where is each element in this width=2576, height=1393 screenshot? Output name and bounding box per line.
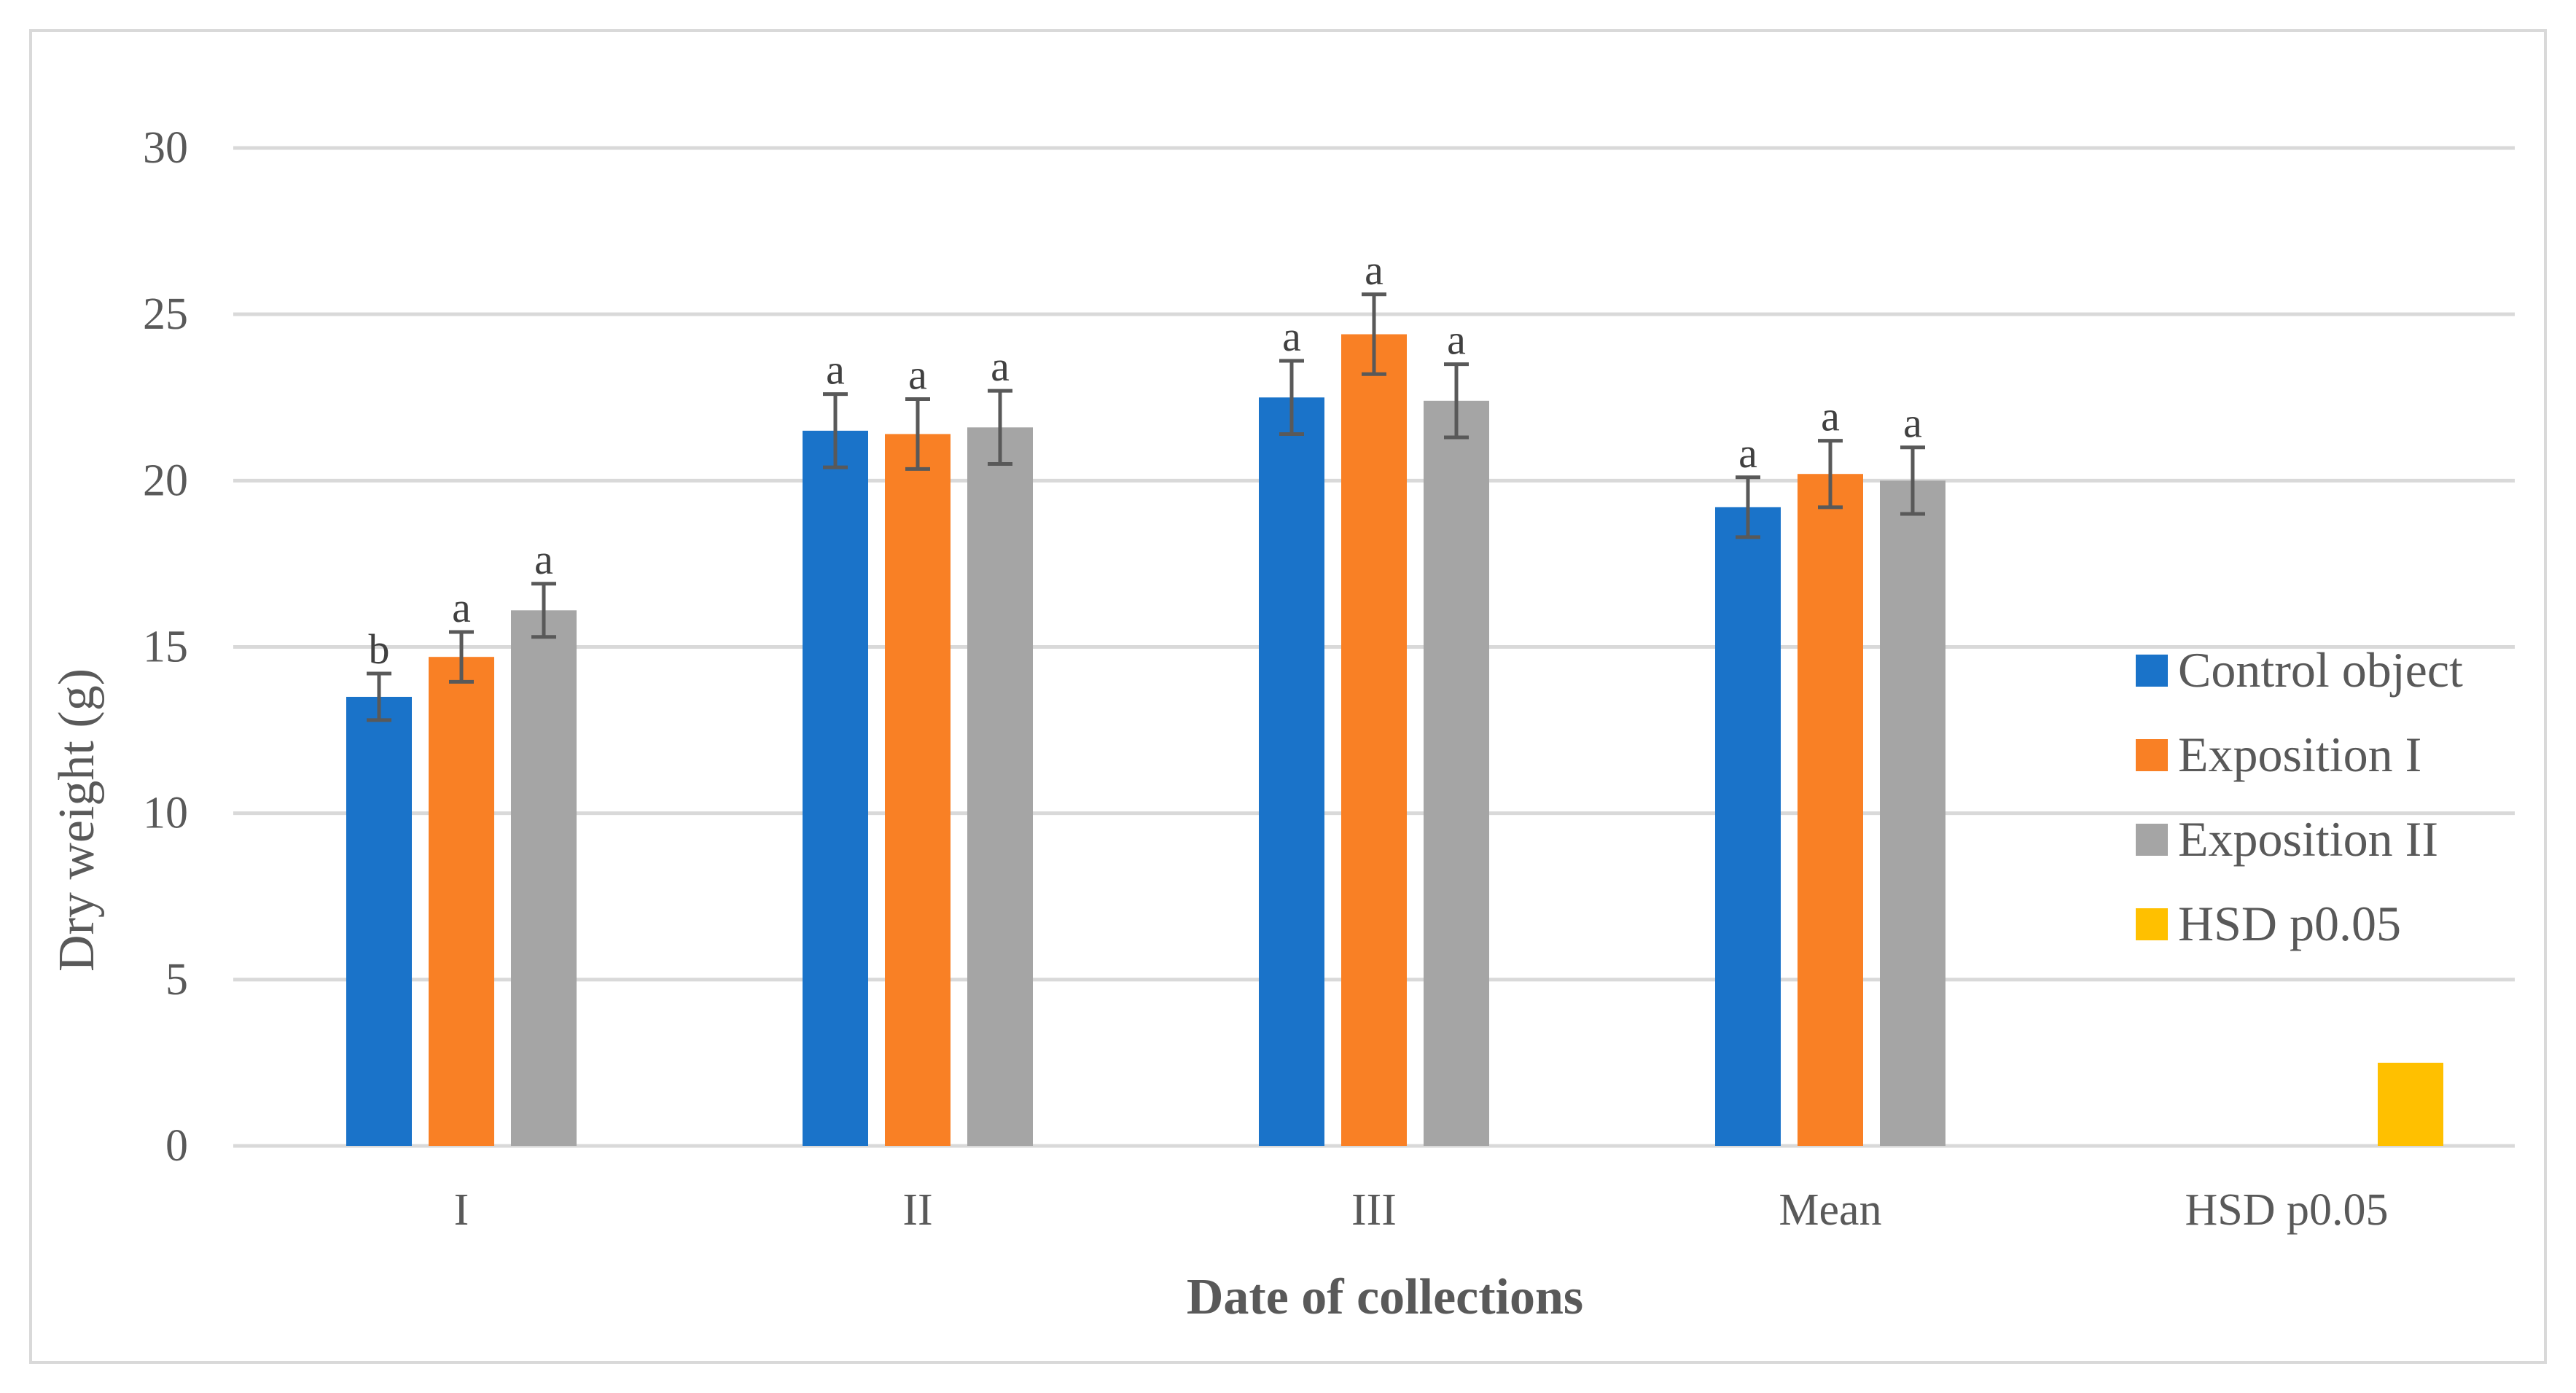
significance-label: a [991,343,1010,390]
x-tick-label: II [902,1185,932,1235]
bar [2378,1062,2443,1146]
bar [1798,474,1863,1146]
significance-label: a [534,536,553,583]
legend-label: Exposition II [2178,811,2438,867]
bar [1715,507,1781,1146]
y-axis-title: Dry weight (g) [49,668,105,972]
significance-labels: b a a a a a a a a a a a [369,246,1922,673]
legend-swatch [2136,824,2168,856]
bars [346,334,2443,1147]
y-tick-label: 25 [143,289,188,339]
significance-label: a [1738,429,1757,477]
y-tick-label: 30 [143,123,188,173]
y-tick-label: 5 [165,955,188,1004]
bar [429,657,494,1146]
significance-label: b [369,625,390,673]
y-tick-label: 15 [143,623,188,672]
bar [511,610,577,1146]
x-tick-label: HSD p0.05 [2185,1185,2388,1235]
significance-label: a [1903,399,1922,447]
significance-label: a [1447,316,1466,364]
legend-swatch [2136,655,2168,687]
bar [1424,400,1489,1146]
y-tick-label: 10 [143,789,188,838]
y-axis-tick-labels: 0 5 10 15 20 25 30 [143,123,188,1171]
bar [1259,397,1324,1146]
legend: Control object Exposition I Exposition II H… [2136,642,2463,951]
x-tick-label: I [454,1185,469,1235]
legend-label: Control object [2178,642,2463,698]
significance-label: a [1821,393,1840,440]
bar [967,427,1033,1146]
error-bars [367,292,1925,722]
bar [1341,334,1407,1147]
significance-label: a [826,346,845,394]
significance-label: a [452,584,471,631]
bar [803,430,868,1146]
significance-label: a [908,351,927,399]
x-tick-label: III [1351,1185,1397,1235]
legend-label: HSD p0.05 [2178,896,2401,951]
legend-label: Exposition I [2178,727,2421,782]
legend-swatch [2136,739,2168,771]
y-tick-label: 20 [143,456,188,505]
significance-label: a [1282,313,1301,360]
significance-label: a [1365,246,1383,294]
bar [346,696,412,1146]
x-tick-label: Mean [1779,1185,1881,1235]
x-axis-title: Date of collections [1187,1269,1583,1325]
bar [885,434,951,1146]
bar [1880,480,1945,1146]
x-axis-tick-labels: I II III Mean HSD p0.05 [454,1185,2389,1235]
legend-swatch [2136,908,2168,940]
y-tick-label: 0 [165,1121,188,1171]
